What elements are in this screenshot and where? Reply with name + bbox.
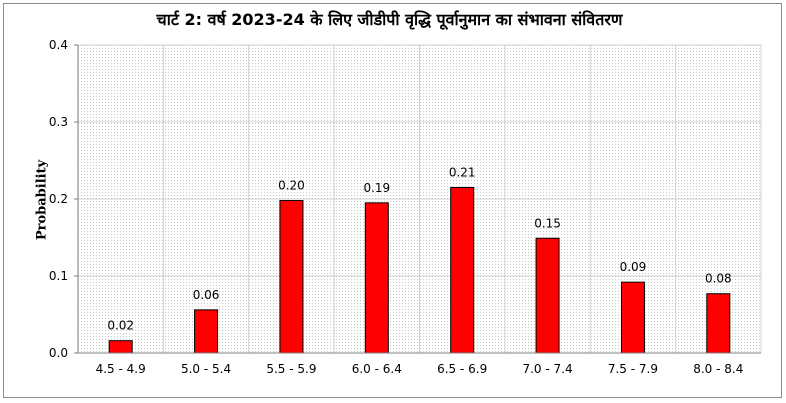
x-tick-label: 5.5 - 5.9 bbox=[266, 362, 316, 376]
y-tick-label: 0.3 bbox=[49, 115, 68, 129]
chart-title: चार्ट 2: वर्ष 2023-24 के लिए जीडीपी वृद्… bbox=[156, 10, 623, 29]
data-label: 0.09 bbox=[620, 260, 647, 274]
bar[interactable] bbox=[620, 281, 645, 354]
x-tick-label: 7.0 - 7.4 bbox=[522, 362, 572, 376]
bar[interactable] bbox=[535, 237, 560, 354]
y-tick-label: 0.4 bbox=[49, 38, 68, 52]
x-tick-label: 5.0 - 5.4 bbox=[181, 362, 231, 376]
data-label: 0.06 bbox=[193, 288, 220, 302]
data-label: 0.15 bbox=[534, 216, 561, 230]
data-label: 0.02 bbox=[107, 319, 134, 333]
bar[interactable] bbox=[450, 186, 475, 354]
bar[interactable] bbox=[108, 340, 133, 354]
x-tick-label: 6.0 - 6.4 bbox=[352, 362, 402, 376]
x-tick-label: 4.5 - 4.9 bbox=[96, 362, 146, 376]
bar[interactable] bbox=[706, 293, 731, 354]
bar[interactable] bbox=[194, 309, 219, 354]
x-tick-label: 8.0 - 8.4 bbox=[693, 362, 743, 376]
data-label: 0.19 bbox=[363, 181, 390, 195]
data-label: 0.08 bbox=[705, 272, 732, 286]
x-tick-label: 6.5 - 6.9 bbox=[437, 362, 487, 376]
data-label: 0.20 bbox=[278, 179, 305, 193]
data-label: 0.21 bbox=[449, 165, 476, 179]
y-tick-label: 0.1 bbox=[49, 269, 68, 283]
bar[interactable] bbox=[279, 200, 304, 354]
x-tick-label: 7.5 - 7.9 bbox=[608, 362, 658, 376]
bar[interactable] bbox=[364, 202, 389, 354]
y-tick-label: 0.2 bbox=[49, 192, 68, 206]
y-tick-label: 0.0 bbox=[49, 346, 68, 360]
